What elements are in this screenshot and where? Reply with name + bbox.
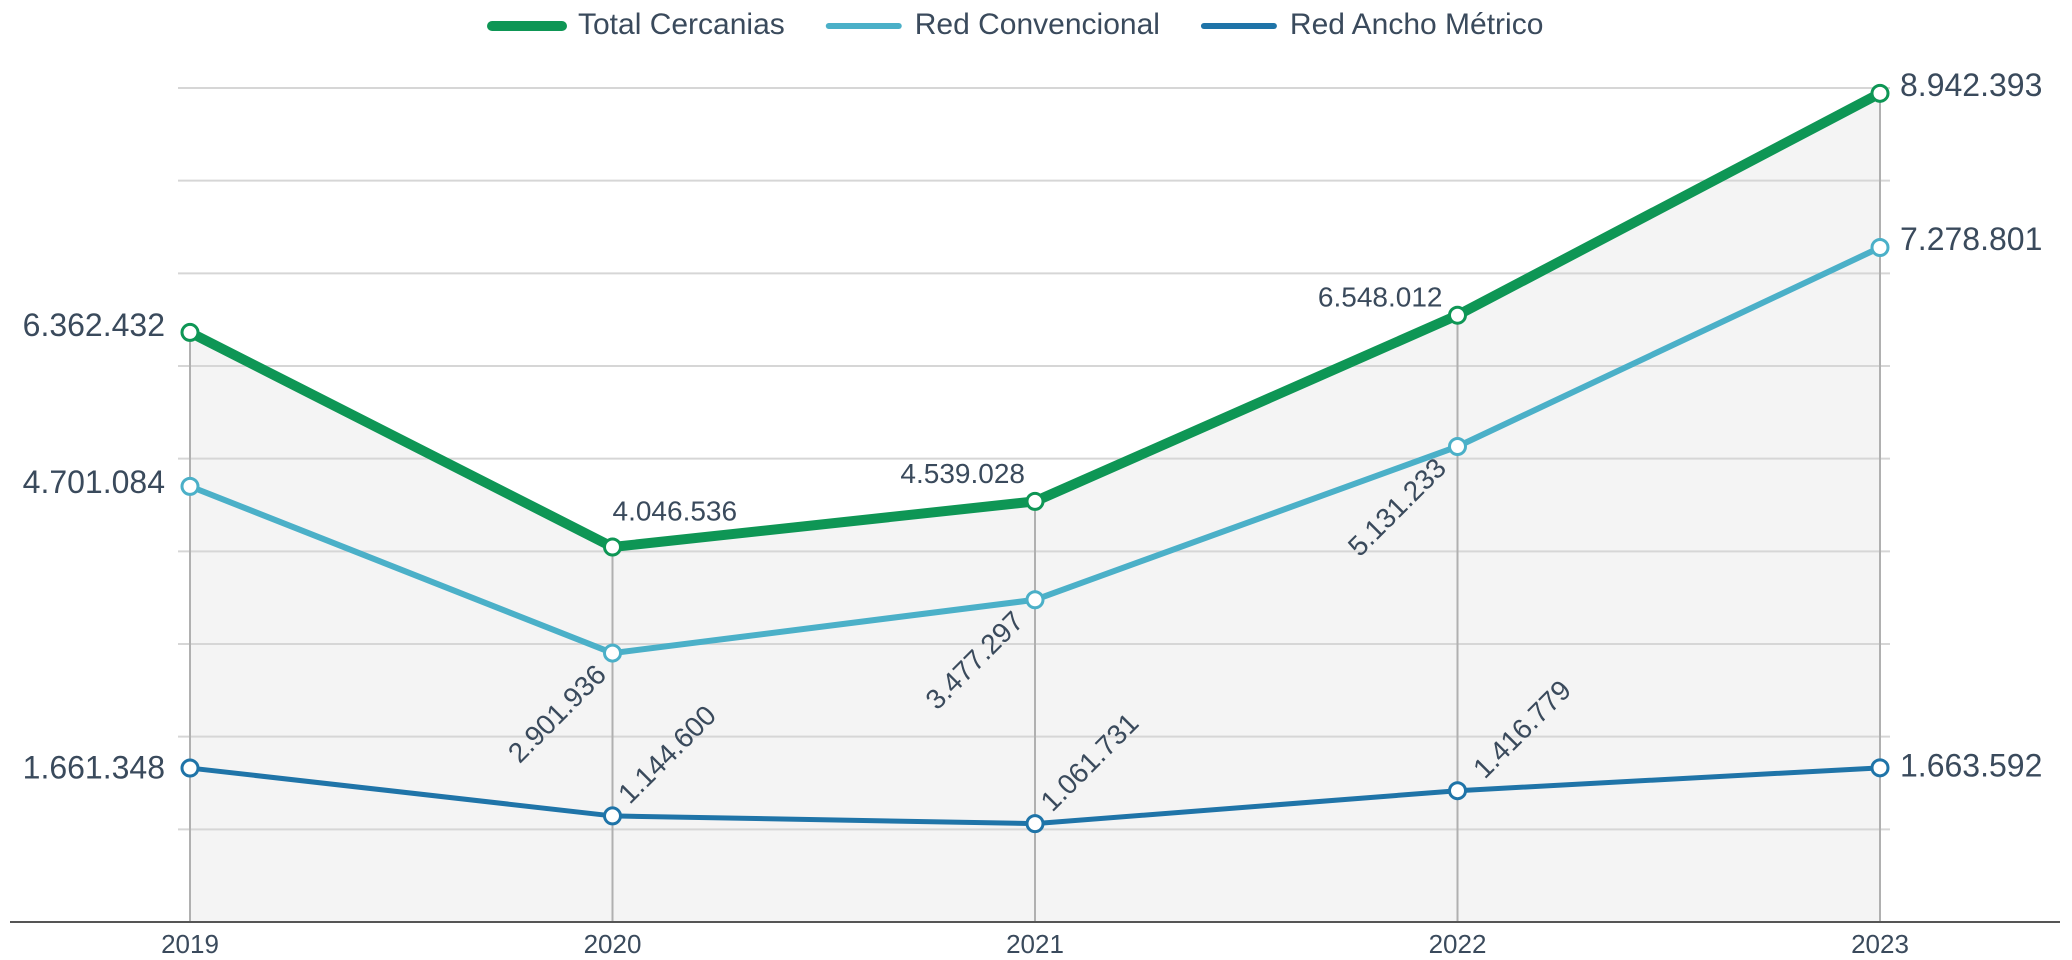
point	[603, 806, 622, 826]
point	[1025, 814, 1045, 834]
data-label: 4.046.536	[613, 495, 738, 526]
point	[1025, 590, 1045, 610]
legend: Total Cercanias Red Convencional Red Ancho…	[487, 8, 1543, 41]
x-tick-label: 2020	[584, 929, 642, 959]
x-tick-label: 2019	[161, 929, 219, 959]
point	[180, 758, 200, 778]
point	[1870, 237, 1890, 257]
point	[180, 322, 200, 342]
data-label: 6.548.012	[1318, 282, 1443, 313]
data-label: 4.701.084	[23, 464, 165, 500]
legend-label: Red Ancho Métrico	[1290, 8, 1543, 41]
x-tick-label: 2021	[1006, 929, 1064, 959]
point	[1448, 305, 1467, 325]
point	[1870, 758, 1890, 778]
data-label: 8.942.393	[1900, 67, 2042, 103]
legend-label: Red Convencional	[915, 8, 1160, 41]
legend-label: Total Cercanias	[578, 8, 785, 41]
point	[180, 476, 200, 496]
data-label: 1.663.592	[1900, 747, 2042, 783]
point	[1870, 83, 1890, 103]
point	[603, 643, 622, 663]
x-tick-label: 2023	[1851, 929, 1909, 959]
data-label: 7.278.801	[1900, 221, 2042, 257]
point	[603, 537, 622, 557]
data-label: 6.362.432	[23, 307, 165, 343]
data-label: 1.661.348	[23, 750, 165, 786]
data-label: 4.539.028	[900, 458, 1025, 489]
point	[1448, 781, 1467, 801]
x-tick-label: 2022	[1429, 929, 1487, 959]
point	[1025, 491, 1045, 511]
point	[1448, 437, 1467, 457]
